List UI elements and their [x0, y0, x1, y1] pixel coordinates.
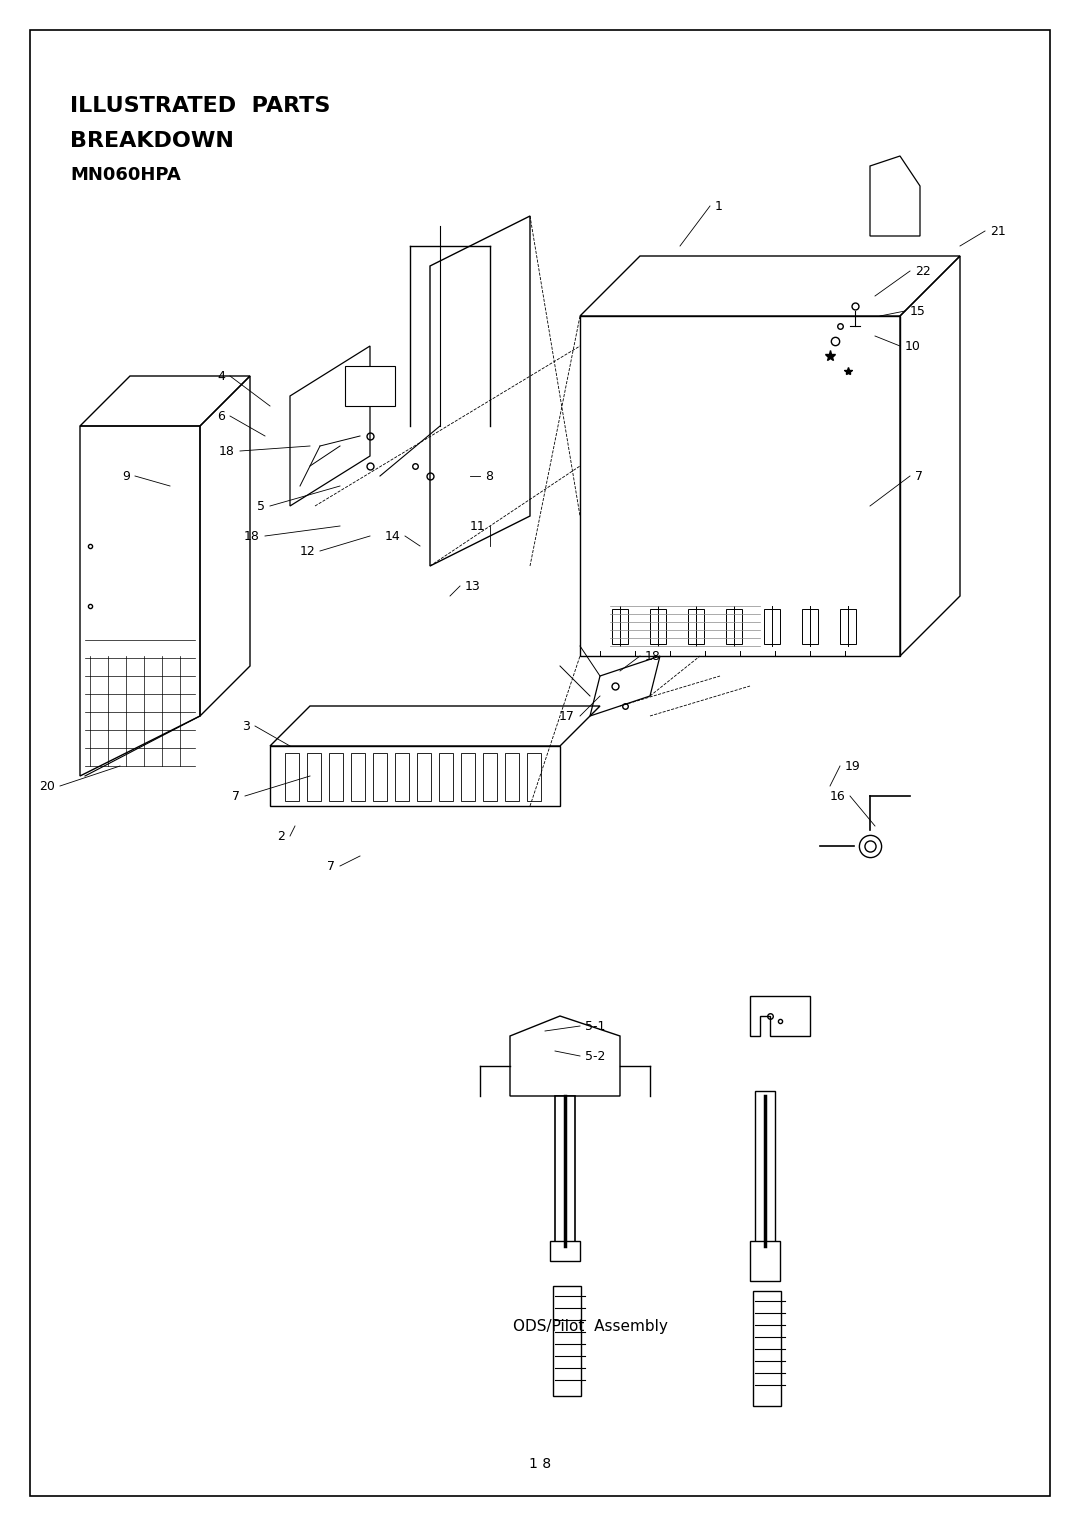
- Text: 22: 22: [915, 264, 931, 278]
- Text: 19: 19: [845, 760, 861, 772]
- Text: 2: 2: [278, 830, 285, 842]
- FancyBboxPatch shape: [650, 609, 666, 644]
- Text: 9: 9: [122, 470, 130, 482]
- Text: 5: 5: [257, 499, 265, 513]
- Text: 14: 14: [384, 530, 400, 543]
- Text: 6: 6: [217, 409, 225, 423]
- Text: 1: 1: [715, 200, 723, 212]
- Text: 7: 7: [327, 859, 335, 873]
- FancyBboxPatch shape: [505, 752, 519, 801]
- FancyBboxPatch shape: [802, 609, 818, 644]
- FancyBboxPatch shape: [555, 1096, 575, 1247]
- Text: BREAKDOWN: BREAKDOWN: [70, 131, 234, 151]
- FancyBboxPatch shape: [395, 752, 409, 801]
- FancyBboxPatch shape: [550, 1241, 580, 1260]
- FancyBboxPatch shape: [750, 1241, 780, 1280]
- FancyBboxPatch shape: [307, 752, 321, 801]
- Text: 15: 15: [910, 305, 926, 317]
- FancyBboxPatch shape: [483, 752, 497, 801]
- Text: 1 8: 1 8: [529, 1457, 551, 1471]
- Text: 7: 7: [232, 789, 240, 803]
- Text: 20: 20: [39, 780, 55, 792]
- Text: 3: 3: [242, 719, 249, 732]
- FancyBboxPatch shape: [417, 752, 431, 801]
- Text: 18: 18: [219, 444, 235, 458]
- FancyBboxPatch shape: [351, 752, 365, 801]
- FancyBboxPatch shape: [612, 609, 627, 644]
- FancyBboxPatch shape: [527, 752, 541, 801]
- FancyBboxPatch shape: [461, 752, 475, 801]
- Text: 18: 18: [645, 650, 661, 662]
- Text: ILLUSTRATED  PARTS: ILLUSTRATED PARTS: [70, 96, 330, 116]
- FancyBboxPatch shape: [329, 752, 343, 801]
- FancyBboxPatch shape: [285, 752, 299, 801]
- FancyBboxPatch shape: [373, 752, 387, 801]
- Text: 11: 11: [469, 519, 485, 533]
- FancyBboxPatch shape: [345, 366, 395, 406]
- Text: 5-1: 5-1: [585, 1019, 606, 1033]
- FancyBboxPatch shape: [438, 752, 453, 801]
- Text: 10: 10: [905, 339, 921, 353]
- Text: 12: 12: [299, 545, 315, 557]
- Text: 8: 8: [485, 470, 492, 482]
- FancyBboxPatch shape: [30, 31, 1050, 1495]
- Text: 5-2: 5-2: [585, 1050, 606, 1062]
- Text: 13: 13: [465, 580, 481, 592]
- Text: ODS/Pilot  Assembly: ODS/Pilot Assembly: [513, 1318, 667, 1334]
- FancyBboxPatch shape: [726, 609, 742, 644]
- Text: 7: 7: [915, 470, 923, 482]
- Text: 4: 4: [217, 369, 225, 383]
- Text: 18: 18: [244, 530, 260, 543]
- FancyBboxPatch shape: [688, 609, 704, 644]
- Text: MN060HPA: MN060HPA: [70, 166, 180, 185]
- FancyBboxPatch shape: [553, 1286, 581, 1396]
- FancyBboxPatch shape: [840, 609, 856, 644]
- Text: 16: 16: [829, 789, 845, 803]
- FancyBboxPatch shape: [755, 1091, 775, 1247]
- Text: 17: 17: [559, 710, 575, 722]
- Text: 21: 21: [990, 224, 1005, 238]
- FancyBboxPatch shape: [753, 1291, 781, 1405]
- FancyBboxPatch shape: [764, 609, 780, 644]
